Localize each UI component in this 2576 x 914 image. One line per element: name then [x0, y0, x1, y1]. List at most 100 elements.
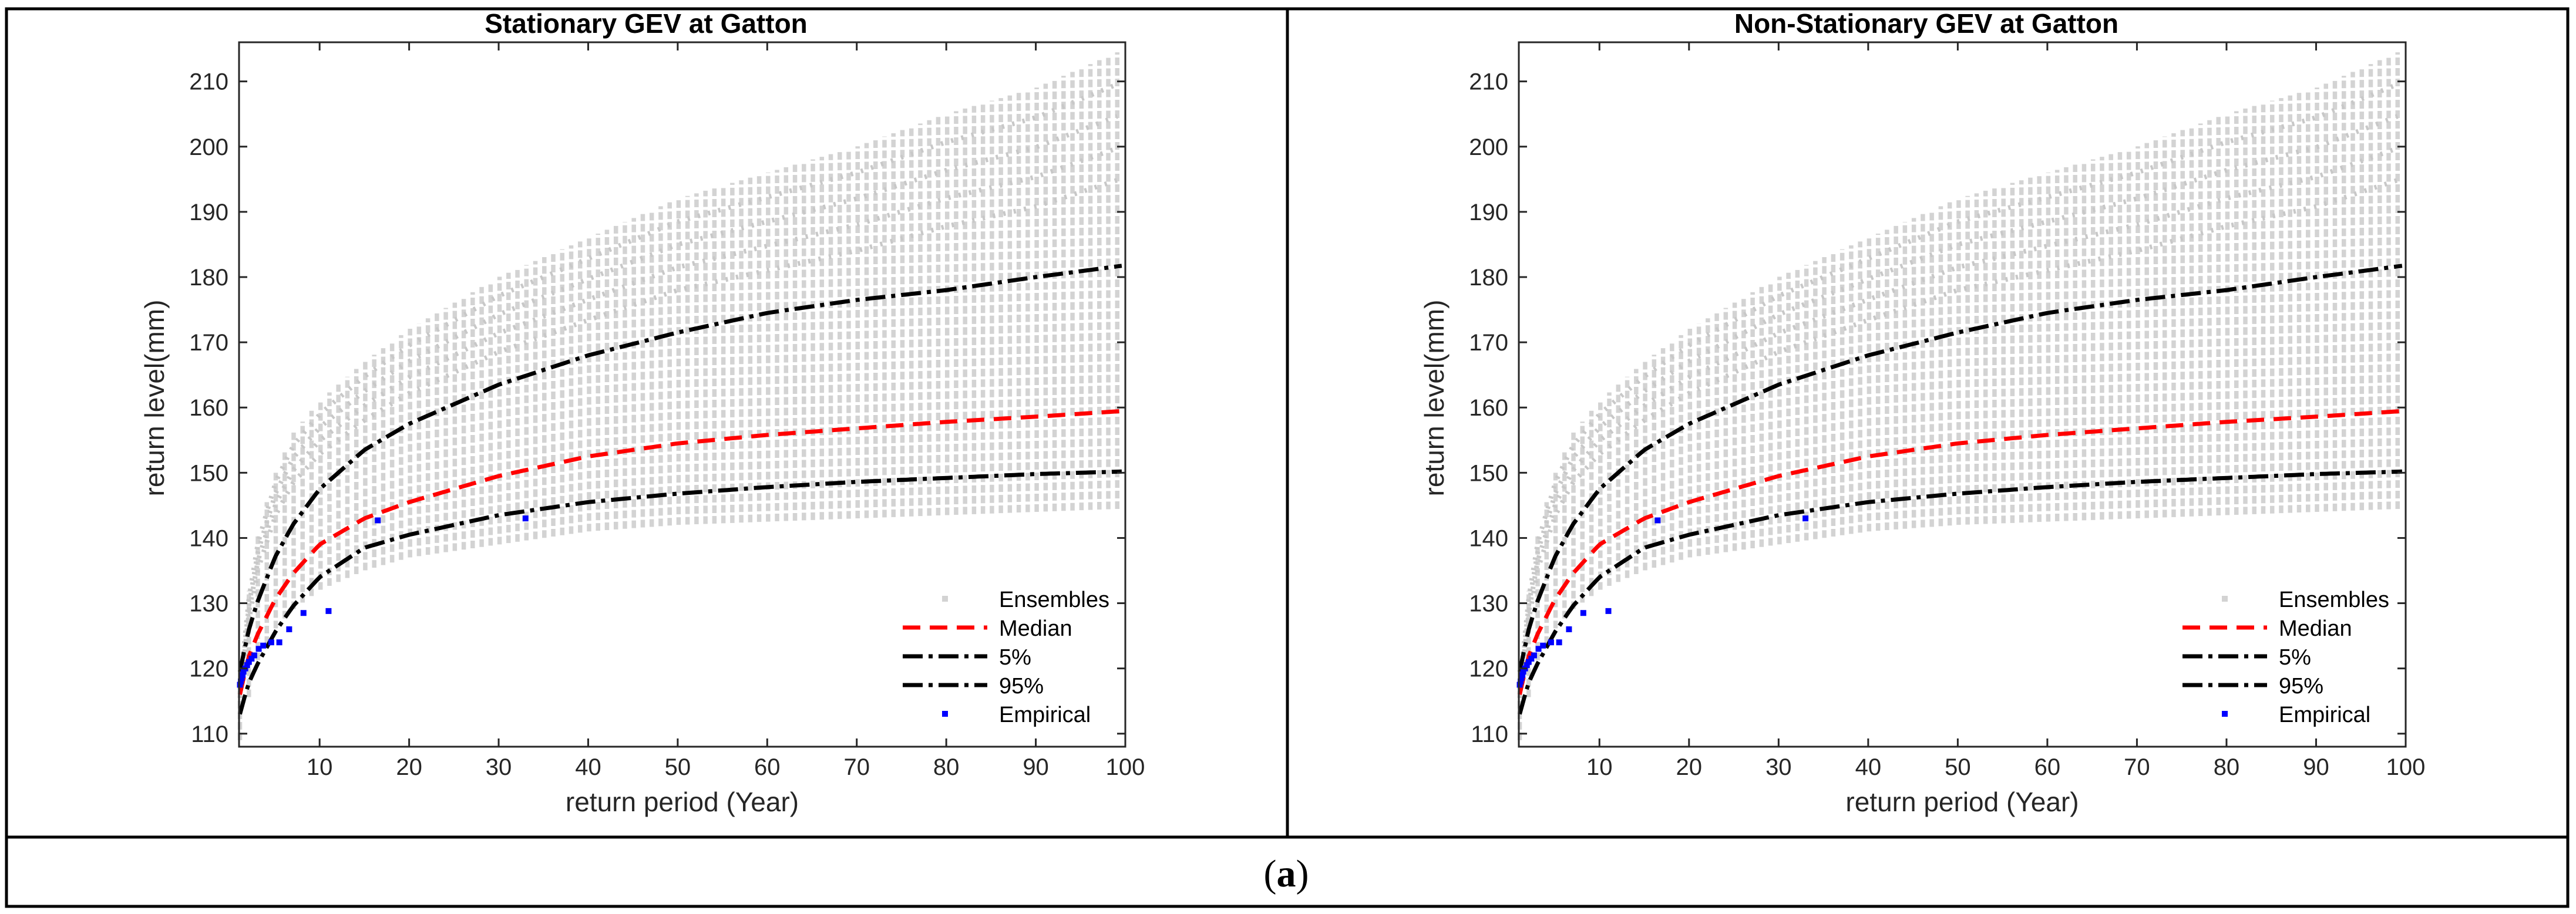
x-tick-label: 20	[396, 754, 422, 780]
y-tick-label: 170	[189, 330, 228, 356]
legend-label: Median	[999, 616, 1072, 641]
y-tick-label: 130	[1469, 591, 1508, 617]
legend-marker	[942, 711, 948, 717]
empirical-point	[1518, 678, 1524, 684]
plot-area	[239, 42, 1125, 747]
y-tick-label: 180	[1469, 265, 1508, 291]
caption-frame	[5, 835, 2570, 908]
empirical-point	[1520, 669, 1526, 675]
legend-label: 95%	[999, 674, 1044, 699]
y-tick-label: 210	[189, 69, 228, 95]
axes-frame	[1518, 41, 2407, 748]
y-tick-label: 120	[189, 656, 228, 682]
y-tick-label: 110	[1471, 721, 1508, 747]
empirical-point	[240, 669, 247, 675]
empirical-points	[1516, 515, 1809, 688]
y-tick-label: 140	[189, 525, 228, 551]
y-tick-label: 200	[1469, 134, 1508, 160]
caption-open-paren: (	[1264, 852, 1277, 895]
y-tick-label: 200	[189, 134, 228, 160]
empirical-point	[1802, 515, 1809, 522]
ensembles-band	[237, 52, 1120, 740]
ensembles-band	[1517, 52, 2400, 740]
x-tick-label: 40	[1855, 754, 1882, 780]
x-tick-label: 70	[2124, 754, 2150, 780]
y-tick-label: 210	[1469, 69, 1508, 95]
empirical-point	[1566, 626, 1572, 632]
empirical-point	[300, 610, 307, 616]
empirical-point	[1540, 642, 1546, 649]
curve-median	[1518, 409, 2403, 695]
empirical-point	[255, 646, 262, 652]
empirical-point	[1524, 662, 1530, 669]
y-tick-label: 130	[189, 591, 228, 617]
curve-95-percent	[1518, 264, 2403, 672]
x-tick-label: 90	[2303, 754, 2329, 780]
chart-stationary: Stationary GEV at Gatton 10 20 30 40 50 60 70 80…	[139, 8, 1145, 817]
curve-5-percent	[1518, 469, 2402, 715]
legend: Ensembles Median 5% 95% Empirical	[903, 588, 1109, 727]
empirical-point	[248, 656, 255, 662]
empirical-point	[1556, 639, 1562, 646]
empirical-point	[1548, 639, 1554, 646]
y-tick-label: 120	[1469, 656, 1508, 682]
x-tick-label: 80	[933, 754, 960, 780]
y-tick-label: 190	[189, 200, 228, 225]
x-tick-label: 90	[1023, 754, 1049, 780]
chart-non-stationary: Non-Stationary GEV at Gatton 10 20 30 40 50 60…	[1419, 8, 2425, 817]
empirical-point	[522, 515, 529, 522]
y-tick-label: 160	[189, 395, 228, 421]
ensemble-track	[237, 82, 1118, 686]
legend-marker	[2222, 711, 2228, 717]
empirical-point	[1580, 610, 1586, 616]
empirical-point	[1605, 608, 1612, 614]
empirical-point	[276, 639, 283, 646]
x-tick-label: 20	[1676, 754, 1703, 780]
x-tick-label: 30	[1765, 754, 1792, 780]
legend-marker	[2222, 596, 2228, 602]
y-axis-label: return level(mm)	[139, 300, 170, 497]
empirical-point	[268, 639, 274, 646]
ensemble-track	[1517, 82, 2399, 686]
x-tick-label: 60	[754, 754, 781, 780]
x-tick-label: 30	[486, 754, 512, 780]
empirical-point	[1535, 646, 1542, 652]
y-tick-label: 110	[191, 721, 228, 747]
plot-area	[1519, 42, 2406, 747]
y-tick-label: 170	[1469, 330, 1508, 356]
empirical-point	[1525, 659, 1532, 665]
legend-label: Ensembles	[2279, 588, 2389, 612]
y-tick-label: 140	[1469, 525, 1508, 551]
x-tick-label: 70	[843, 754, 870, 780]
empirical-point	[246, 659, 252, 665]
x-tick-label: 60	[2034, 754, 2061, 780]
legend-label: 5%	[999, 645, 1031, 670]
legend-label: 95%	[2279, 674, 2323, 699]
empirical-point	[251, 652, 257, 659]
x-axis-label: return period (Year)	[1845, 787, 2079, 817]
empirical-point	[1518, 675, 1525, 682]
empirical-point	[1531, 652, 1537, 659]
caption-close-paren: )	[1296, 852, 1309, 895]
empirical-point	[238, 678, 244, 684]
x-axis-label: return period (Year)	[566, 787, 799, 817]
ensemble-track	[237, 146, 1118, 694]
legend-label: Empirical	[999, 703, 1091, 727]
y-axis-label: return level(mm)	[1419, 300, 1450, 497]
x-tick-label: 40	[575, 754, 601, 780]
chart-title: Stationary GEV at Gatton	[485, 8, 808, 39]
empirical-point	[1654, 517, 1661, 524]
empirical-point	[375, 517, 381, 524]
empirical-point	[238, 675, 245, 682]
empirical-point	[260, 642, 267, 649]
legend: Ensembles Median 5% 95% Empirical	[2182, 588, 2389, 727]
y-tick-label: 150	[1469, 460, 1508, 486]
y-tick-label: 160	[1469, 395, 1508, 421]
x-tick-label: 10	[1586, 754, 1613, 780]
caption-letter: a	[1277, 852, 1296, 895]
x-tick-label: 80	[2214, 754, 2240, 780]
empirical-point	[244, 662, 250, 669]
y-tick-label: 150	[189, 460, 228, 486]
x-tick-label: 10	[307, 754, 333, 780]
